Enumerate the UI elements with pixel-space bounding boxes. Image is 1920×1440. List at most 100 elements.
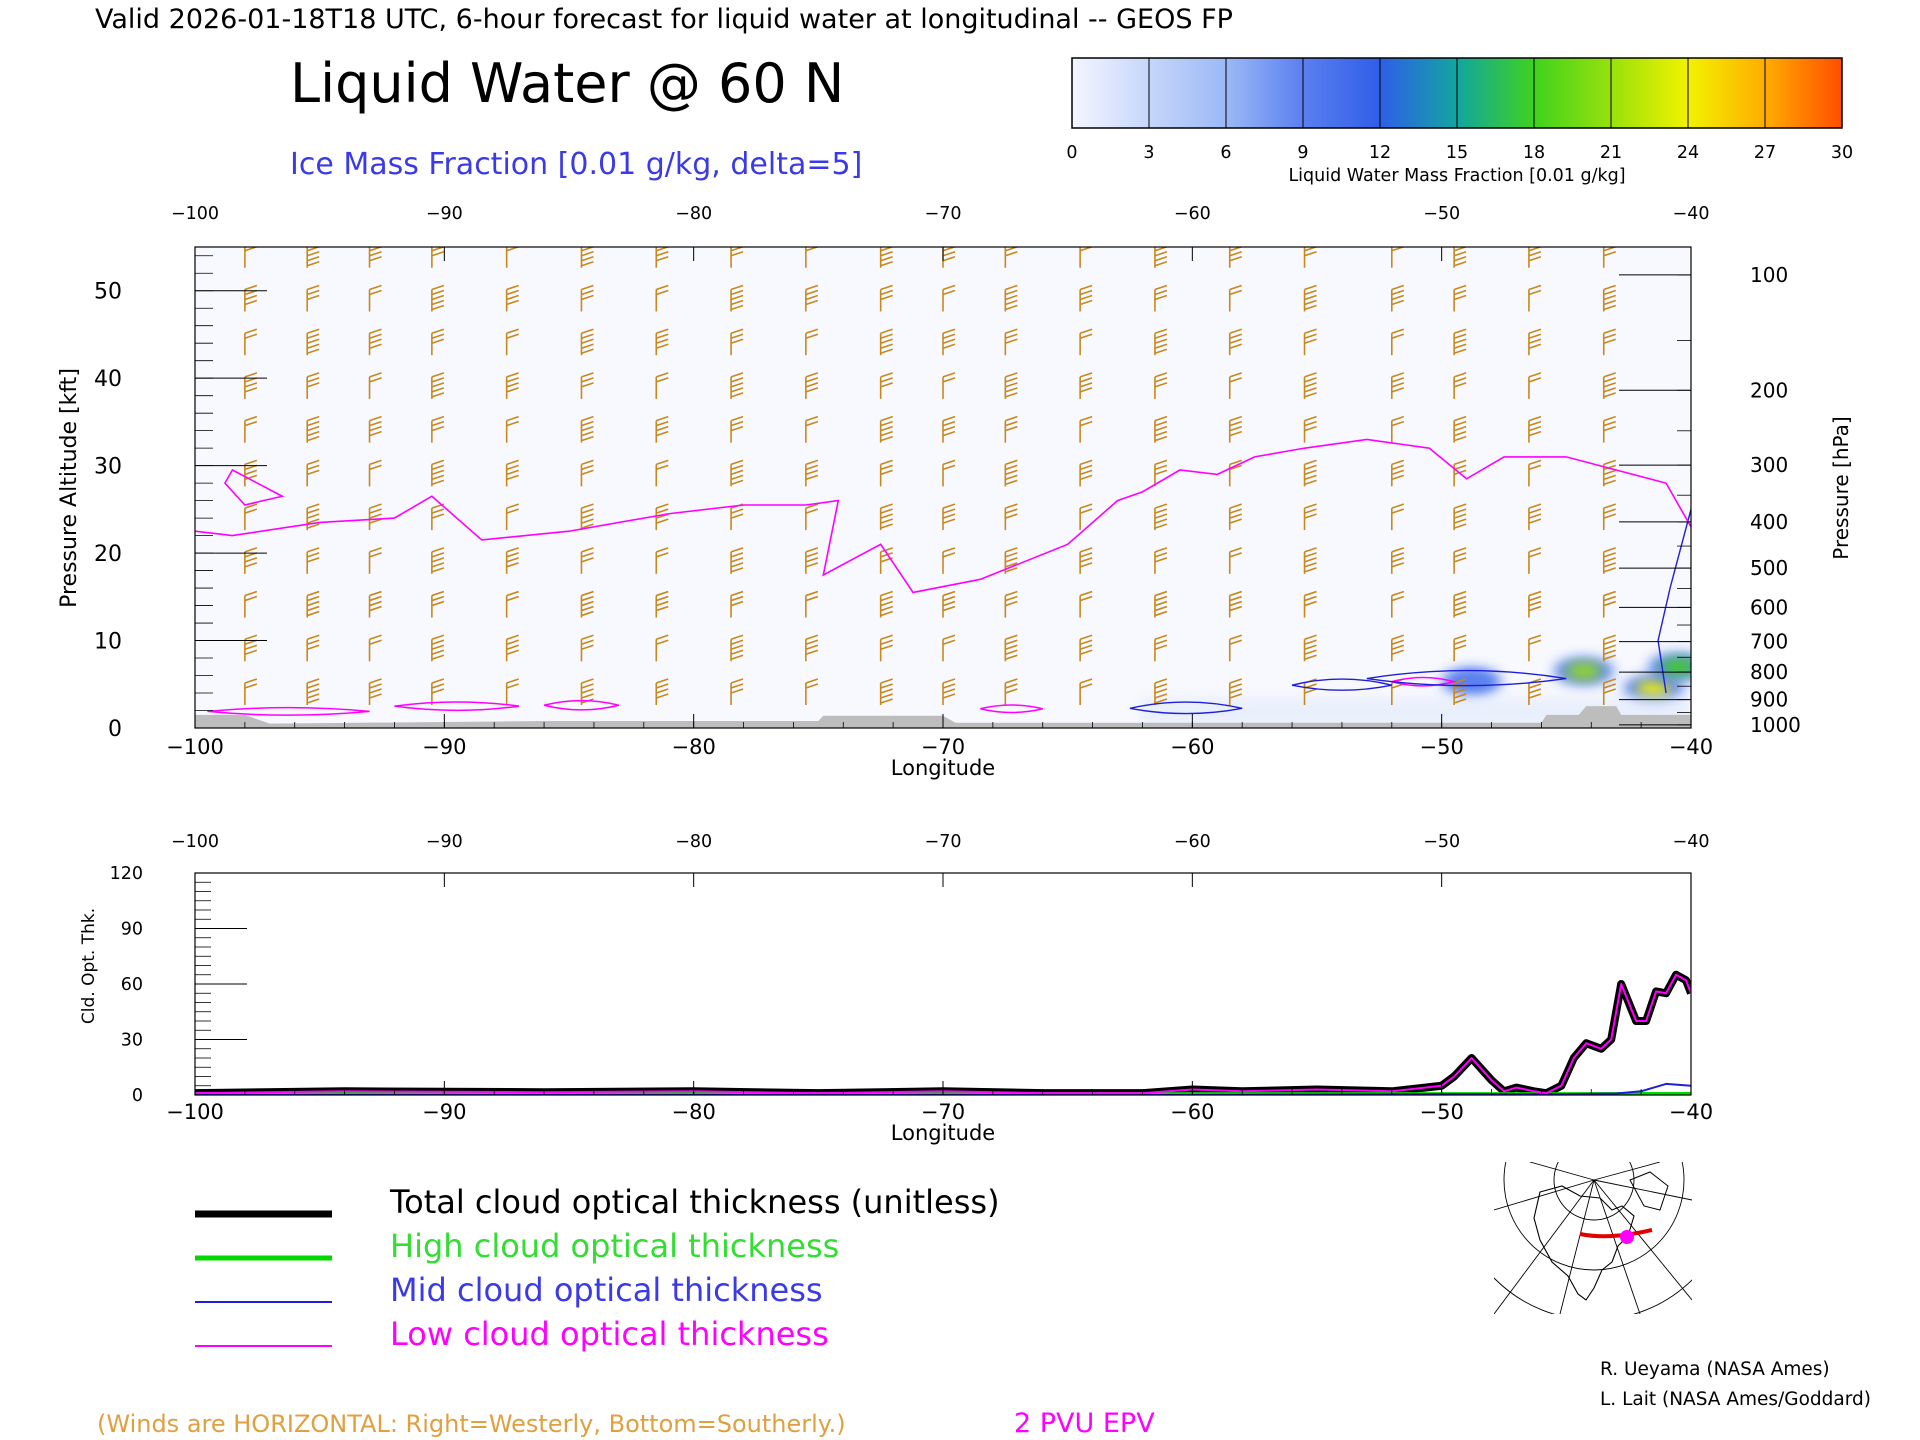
wind-barb — [879, 328, 893, 356]
credit-line-2: L. Lait (NASA Ames/Goddard) — [1600, 1389, 1871, 1410]
wind-barb — [306, 372, 320, 399]
pressure-tick-label: 1000 — [1750, 713, 1801, 737]
wind-barb — [1453, 503, 1467, 531]
x-tick-label: −80 — [672, 735, 716, 759]
wind-barb — [1004, 415, 1018, 443]
x-tick-label: −90 — [422, 735, 466, 759]
wind-barb — [1391, 372, 1405, 399]
wind-barb — [805, 284, 819, 312]
wind-barb — [431, 284, 445, 312]
y-tick-label: 60 — [121, 975, 143, 995]
wind-barb — [306, 590, 320, 618]
wind-barb — [1602, 634, 1616, 662]
x-tick-label-top: −80 — [675, 832, 712, 852]
wind-barb — [1303, 590, 1317, 618]
x-tick-label-top: −40 — [1673, 204, 1710, 224]
wind-barb — [1303, 372, 1317, 399]
wind-barb — [244, 678, 258, 706]
x-tick-label-top: −90 — [426, 204, 463, 224]
wind-barb — [244, 503, 258, 531]
wind-barb — [879, 459, 893, 487]
wind-barb — [730, 284, 744, 312]
wind-barb — [1453, 284, 1467, 312]
wind-barb — [1453, 372, 1467, 399]
x-axis-label: Longitude — [891, 756, 995, 780]
y-tick-label: 0 — [108, 717, 122, 742]
legend-label: Total cloud optical thickness (unitless) — [389, 1183, 1000, 1221]
wind-barb — [505, 547, 519, 574]
ice-contour — [1291, 678, 1392, 691]
x-tick-label-top: −60 — [1174, 204, 1211, 224]
wind-barb — [655, 284, 669, 312]
ice-contour — [1129, 701, 1243, 715]
wind-barb — [306, 459, 320, 487]
wind-barb — [1602, 503, 1616, 531]
x-tick-label: −70 — [921, 1100, 965, 1124]
wind-barb — [942, 284, 956, 312]
wind-barb — [1303, 503, 1317, 531]
x-tick-label: −60 — [1170, 1100, 1214, 1124]
wind-barb — [1602, 372, 1616, 399]
wind-barb — [431, 547, 445, 574]
wind-barb — [1453, 590, 1467, 618]
wind-barb — [879, 372, 893, 399]
low-contour — [207, 706, 370, 716]
wind-barb — [730, 415, 744, 443]
x-tick-label-top: −60 — [1174, 832, 1211, 852]
wind-barb — [505, 459, 519, 487]
y-tick-label: 30 — [94, 455, 122, 480]
wind-barb — [505, 284, 519, 312]
x-tick-label-top: −50 — [1423, 204, 1460, 224]
colorbar-tick-label: 9 — [1297, 143, 1308, 163]
wind-barb — [1154, 634, 1168, 662]
wind-barb — [368, 547, 382, 574]
wind-barb — [1528, 328, 1542, 356]
x-tick-label-top: −50 — [1423, 832, 1460, 852]
wind-barb — [580, 372, 594, 399]
wind-barb — [1154, 372, 1168, 399]
x-tick-label: −80 — [672, 1100, 716, 1124]
wind-barb — [1391, 328, 1405, 356]
y-axis-label-right: Pressure [hPa] — [1829, 416, 1853, 559]
wind-barb — [730, 372, 744, 399]
wind-barb — [805, 415, 819, 443]
wind-barb — [942, 547, 956, 574]
low-contour — [394, 701, 520, 712]
wind-barb — [942, 372, 956, 399]
wind-barb — [879, 284, 893, 312]
wind-barb — [655, 372, 669, 399]
wind-barb — [805, 634, 819, 662]
wind-barb — [431, 634, 445, 662]
wind-barb — [1528, 284, 1542, 312]
map-greenland — [1629, 1171, 1669, 1211]
wind-barb — [1391, 547, 1405, 574]
wind-barb — [1453, 547, 1467, 574]
wind-barb — [580, 503, 594, 531]
pressure-tick-label: 900 — [1750, 688, 1788, 712]
wind-barb — [306, 415, 320, 443]
pressure-tick-label: 700 — [1750, 630, 1788, 654]
x-tick-label-top: −40 — [1673, 832, 1710, 852]
low-contour — [980, 704, 1043, 714]
ice-contour — [1366, 669, 1567, 687]
wind-barb — [655, 634, 669, 662]
map-coastline — [1533, 1185, 1635, 1301]
x-tick-label: −50 — [1420, 735, 1464, 759]
x-tick-label: −100 — [166, 1100, 224, 1124]
wind-barb — [655, 459, 669, 487]
wind-barb — [1303, 328, 1317, 356]
wind-barb — [1228, 678, 1242, 706]
wind-barb — [1079, 328, 1093, 356]
wind-barb — [655, 328, 669, 356]
low-contour — [1388, 676, 1458, 687]
wind-barb — [368, 415, 382, 443]
wind-barb — [805, 678, 819, 706]
wind-barb — [580, 634, 594, 662]
wind-barb — [1004, 372, 1018, 399]
wind-barb — [1228, 247, 1242, 268]
wind-barb — [730, 328, 744, 356]
x-tick-label-top: −70 — [925, 832, 962, 852]
wind-barb — [942, 503, 956, 531]
wind-barb — [431, 678, 445, 706]
